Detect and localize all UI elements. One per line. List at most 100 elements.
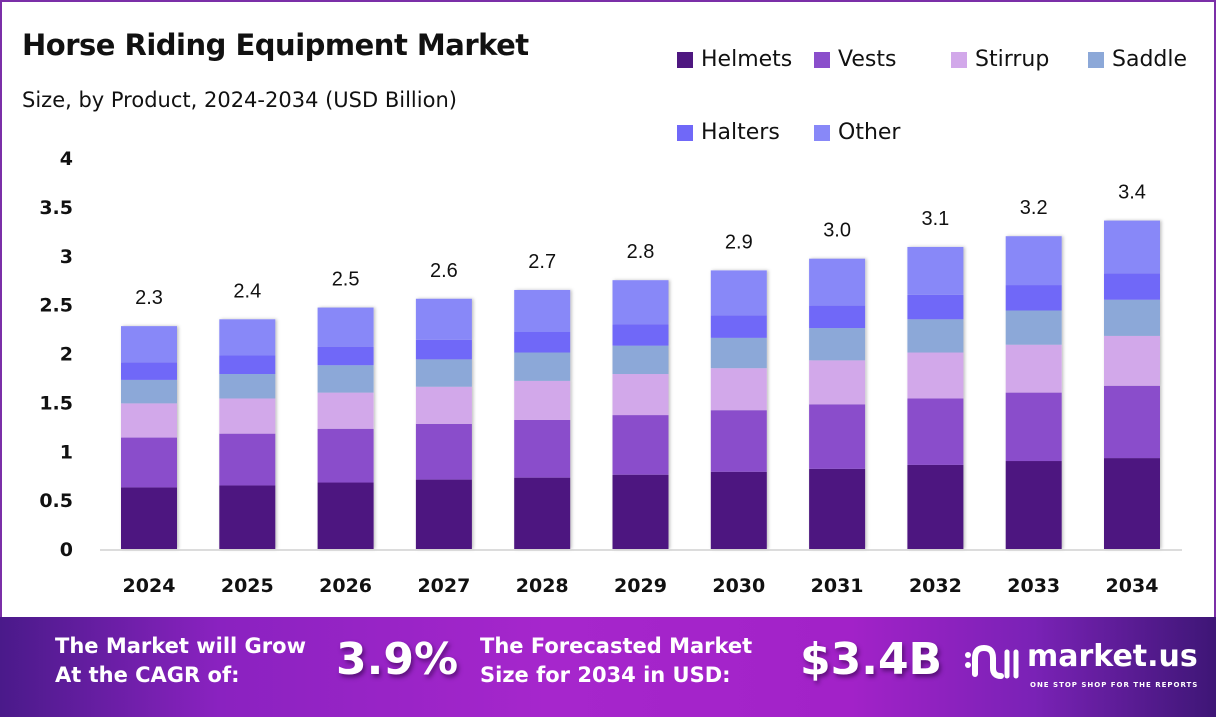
bar-segment-vests-2026 <box>317 428 374 483</box>
bar-segment-vests-2031 <box>809 404 866 469</box>
bar-segment-saddle-2029 <box>612 345 669 375</box>
bar-segment-halters-2031 <box>809 305 866 329</box>
bar-segment-halters-2034 <box>1104 273 1160 300</box>
y-tick-label: 1.5 <box>39 392 73 414</box>
forecast-text-line1: The Forecasted Market <box>480 634 753 658</box>
brand-name: market.us <box>1027 639 1198 674</box>
y-tick-label: 0.5 <box>39 490 73 512</box>
bar-segment-vests-2028 <box>514 419 571 478</box>
cagr-description: The Market will Grow At the CAGR of: <box>55 632 306 690</box>
bar-segment-stirrup-2030 <box>710 368 767 411</box>
bar-segment-stirrup-2029 <box>612 374 669 416</box>
bar-stack-2024 <box>121 326 177 549</box>
y-tick-label: 2 <box>60 344 73 366</box>
legend-label-halters: Halters <box>701 120 780 145</box>
bar-segment-saddle-2025 <box>219 374 276 399</box>
bar-segment-stirrup-2032 <box>907 352 964 399</box>
chart-subtitle: Size, by Product, 2024-2034 (USD Billion… <box>22 88 457 112</box>
x-tick-label: 2034 <box>1106 575 1159 597</box>
bar-stack-2033 <box>1005 236 1062 549</box>
bar-stack-2032 <box>907 246 964 549</box>
bar-segment-saddle-2033 <box>1005 310 1062 345</box>
bar-segment-other-2029 <box>612 280 669 325</box>
bar-segment-stirrup-2027 <box>415 386 472 424</box>
legend-swatch-other <box>814 124 830 141</box>
legend-swatch-vests <box>814 51 830 68</box>
bar-segment-stirrup-2031 <box>809 360 866 405</box>
x-tick-label: 2026 <box>319 575 372 597</box>
cagr-text-line1: The Market will Grow <box>55 634 306 658</box>
x-tick-label: 2033 <box>1007 575 1060 597</box>
bar-stack-2027 <box>415 298 472 549</box>
bar-segment-saddle-2031 <box>809 328 866 361</box>
bar-stack-2028 <box>514 289 571 549</box>
legend-item-vests: Vests <box>814 47 896 72</box>
total-value-label: 2.4 <box>233 280 261 302</box>
y-tick-label: 1 <box>60 441 73 463</box>
bar-segment-other-2025 <box>219 319 276 356</box>
bar-segment-other-2033 <box>1005 236 1062 286</box>
bar-segment-vests-2034 <box>1104 385 1160 459</box>
cagr-text-line2: At the CAGR of: <box>55 663 240 687</box>
bar-segment-stirrup-2025 <box>219 398 276 434</box>
total-labels: 2.3 2.4 2.5 2.6 2.7 2.8 2.9 3.0 3.1 3.2 3.4 <box>135 182 1146 310</box>
bar-segment-saddle-2024 <box>121 379 177 404</box>
bar-segment-halters-2032 <box>907 294 964 320</box>
x-tick-label: 2031 <box>811 575 864 597</box>
bar-segment-other-2031 <box>809 258 866 306</box>
bar-segment-vests-2033 <box>1005 392 1062 462</box>
legend-swatch-saddle <box>1088 51 1104 68</box>
cagr-value: 3.9% <box>336 634 459 685</box>
bar-segment-saddle-2034 <box>1104 299 1160 336</box>
bar-segment-halters-2030 <box>710 315 767 338</box>
bar-segment-saddle-2032 <box>907 319 964 353</box>
bar-segment-other-2028 <box>514 289 571 332</box>
y-tick-label: 0 <box>60 539 73 561</box>
legend-label-other: Other <box>838 120 901 145</box>
x-tick-label: 2030 <box>712 575 765 597</box>
legend-item-saddle: Saddle <box>1088 47 1187 72</box>
bar-segment-vests-2030 <box>710 410 767 472</box>
total-value-label: 2.3 <box>135 287 163 309</box>
bar-segment-saddle-2030 <box>710 337 767 369</box>
legend-label-saddle: Saddle <box>1112 47 1188 72</box>
bar-segment-vests-2025 <box>219 433 276 486</box>
total-value-label: 2.6 <box>430 260 458 282</box>
bar-segment-halters-2033 <box>1005 285 1062 311</box>
total-value-label: 3.2 <box>1020 197 1048 219</box>
legend-swatch-halters <box>677 124 693 141</box>
bar-segment-helmets-2030 <box>710 471 767 549</box>
bar-segment-helmets-2029 <box>612 474 669 549</box>
bar-segment-helmets-2025 <box>219 485 276 549</box>
x-tick-label: 2025 <box>221 575 274 597</box>
total-value-label: 2.5 <box>332 269 360 291</box>
bar-segment-stirrup-2028 <box>514 380 571 420</box>
market-us-logo-icon <box>965 644 1019 679</box>
bar-stack-2034 <box>1104 220 1160 549</box>
y-tick-label: 3.5 <box>39 197 73 219</box>
forecast-description: The Forecasted Market Size for 2034 in U… <box>480 632 752 690</box>
total-value-label: 2.8 <box>627 241 655 263</box>
forecast-text-line2: Size for 2034 in USD: <box>480 663 731 687</box>
legend-label-helmets: Helmets <box>701 47 793 72</box>
legend-item-stirrup: Stirrup <box>951 47 1049 72</box>
legend-label-vests: Vests <box>838 47 897 72</box>
y-tick-label: 3 <box>60 246 73 268</box>
bar-segment-helmets-2031 <box>809 468 866 549</box>
chart-title: Horse Riding Equipment Market <box>22 28 529 62</box>
bar-segment-helmets-2024 <box>121 487 177 549</box>
legend-label-stirrup: Stirrup <box>975 47 1050 72</box>
total-value-label: 3.4 <box>1118 182 1146 204</box>
bar-segment-halters-2025 <box>219 355 276 375</box>
total-value-label: 2.7 <box>528 251 556 273</box>
bar-segment-halters-2026 <box>317 346 374 366</box>
bar-segment-stirrup-2034 <box>1104 335 1160 386</box>
bar-stack-2026 <box>317 307 374 549</box>
bar-segment-helmets-2027 <box>415 479 472 549</box>
total-value-label: 3.0 <box>823 220 851 242</box>
legend-item-helmets: Helmets <box>677 47 792 72</box>
bar-segment-other-2024 <box>121 326 177 363</box>
bar-segment-helmets-2032 <box>907 464 964 549</box>
bar-segment-other-2032 <box>907 246 964 295</box>
bar-stack-2030 <box>710 270 767 549</box>
